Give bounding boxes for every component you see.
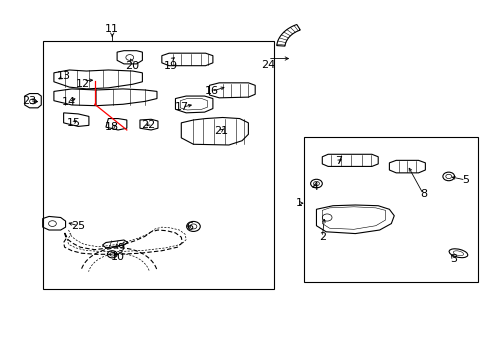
- Text: 2: 2: [318, 232, 325, 242]
- Text: 20: 20: [124, 61, 139, 71]
- Text: 17: 17: [175, 102, 189, 112]
- Text: 3: 3: [449, 253, 456, 264]
- Text: 21: 21: [214, 126, 228, 136]
- Text: 16: 16: [204, 86, 218, 96]
- Text: 22: 22: [141, 120, 155, 130]
- Text: 6: 6: [186, 222, 193, 232]
- Text: 1: 1: [295, 198, 302, 208]
- Text: 7: 7: [334, 157, 341, 166]
- Text: 23: 23: [22, 96, 37, 106]
- Bar: [303, 137, 477, 282]
- Text: 5: 5: [461, 175, 468, 185]
- Text: 4: 4: [311, 182, 318, 192]
- Text: 12: 12: [76, 78, 90, 89]
- Text: 10: 10: [111, 252, 125, 262]
- Text: 9: 9: [117, 243, 124, 253]
- Text: 18: 18: [105, 122, 119, 132]
- Text: 15: 15: [66, 118, 80, 128]
- Bar: [42, 41, 273, 289]
- Text: 24: 24: [260, 60, 274, 70]
- Text: 19: 19: [163, 61, 177, 71]
- Text: 8: 8: [419, 189, 426, 199]
- Text: 13: 13: [57, 71, 70, 81]
- Text: 25: 25: [71, 221, 85, 231]
- Text: 14: 14: [61, 97, 75, 107]
- Text: 11: 11: [105, 24, 119, 34]
